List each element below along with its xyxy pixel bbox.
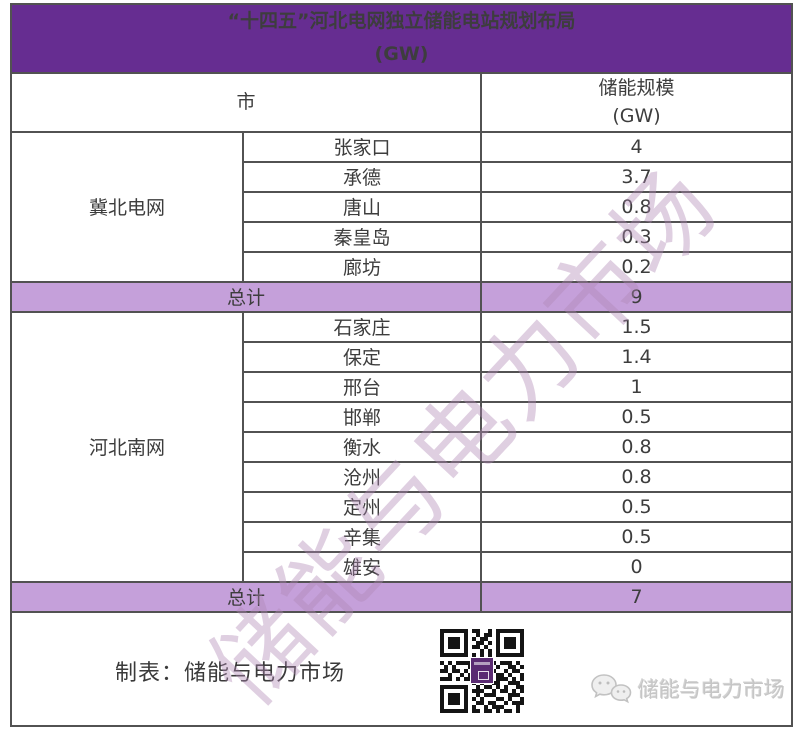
- city-cell: 邯郸: [242, 400, 482, 433]
- table-row: 唐山 0.8: [11, 190, 794, 223]
- table-title-line1: “十四五”河北电网独立储能电站规划布局: [227, 10, 576, 32]
- value-cell: 1.4: [479, 340, 794, 373]
- table-row: 秦皇岛 0.3: [11, 220, 794, 253]
- column-header-row: 市 储能规模 (GW): [10, 71, 794, 133]
- value-cell: 0.3: [479, 220, 794, 253]
- city-cell: 秦皇岛: [242, 220, 482, 253]
- table-row: 邯郸 0.5: [11, 400, 794, 433]
- column-header-scale-line2: (GW): [612, 105, 661, 127]
- table-row: 雄安 0: [11, 550, 794, 583]
- group-name-jibei: 冀北电网: [10, 130, 244, 283]
- value-cell: 0.2: [479, 250, 794, 283]
- footer-row: 制表：储能与电力市场: [9, 610, 794, 727]
- value-cell: 0: [479, 550, 794, 583]
- city-cell: 张家口: [242, 130, 482, 163]
- table-row: 辛集 0.5: [11, 520, 794, 553]
- table-row: 定州 0.5: [11, 490, 794, 523]
- wechat-bubbles-icon: [590, 673, 632, 705]
- qr-code: [436, 624, 528, 717]
- table-row: 河北南网 石家庄 1.5: [10, 310, 794, 583]
- city-cell: 沧州: [242, 460, 482, 493]
- total-value: 7: [479, 580, 794, 613]
- value-cell: 3.7: [479, 160, 794, 193]
- total-label: 总计: [10, 280, 482, 313]
- column-header-scale-line1: 储能规模: [598, 76, 675, 99]
- table-row: 衡水 0.8: [11, 430, 794, 463]
- table-title-cell: “十四五”河北电网独立储能电站规划布局 (GW): [9, 3, 794, 74]
- value-cell: 0.8: [479, 460, 794, 493]
- group-name-hebeinan: 河北南网: [10, 310, 244, 583]
- table-title-line2: (GW): [374, 43, 429, 66]
- value-cell: 0.5: [479, 400, 794, 433]
- table-row: 承德 3.7: [11, 160, 794, 193]
- city-cell: 辛集: [242, 520, 482, 553]
- city-cell: 衡水: [242, 430, 482, 463]
- city-cell: 承德: [242, 160, 482, 193]
- qr-code-modules: [440, 628, 524, 713]
- value-cell: 0.8: [479, 430, 794, 463]
- value-cell: 4: [479, 130, 794, 163]
- total-label: 总计: [10, 580, 482, 613]
- city-cell: 保定: [242, 340, 482, 373]
- value-cell: 0.5: [479, 490, 794, 523]
- total-value: 9: [479, 280, 794, 313]
- storage-planning-table: “十四五”河北电网独立储能电站规划布局 (GW) 市 储能规模 (GW) 冀北电…: [9, 3, 794, 727]
- city-cell: 邢台: [242, 370, 482, 403]
- table-row: 冀北电网 张家口 4: [10, 130, 794, 283]
- title-row: “十四五”河北电网独立储能电站规划布局 (GW): [9, 3, 794, 74]
- brand-text: 储能与电力市场: [638, 677, 786, 702]
- value-cell: 1: [479, 370, 794, 403]
- column-header-city: 市: [10, 71, 482, 133]
- table-row: 邢台 1: [11, 370, 794, 403]
- city-cell: 雄安: [242, 550, 482, 583]
- city-cell: 唐山: [242, 190, 482, 223]
- table-row: 沧州 0.8: [11, 460, 794, 493]
- city-cell: 廊坊: [242, 250, 482, 283]
- table-row: 廊坊 0.2: [11, 250, 794, 283]
- value-cell: 1.5: [479, 310, 794, 343]
- city-cell: 石家庄: [242, 310, 482, 343]
- brand-watermark: 储能与电力市场: [590, 673, 785, 705]
- city-cell: 定州: [242, 490, 482, 523]
- footer-cell: 制表：储能与电力市场: [9, 610, 794, 727]
- qr-center-logo: [470, 656, 494, 684]
- table-row: 保定 1.4: [11, 340, 794, 373]
- value-cell: 0.5: [479, 520, 794, 553]
- credit-text: 制表：储能与电力市场: [115, 660, 346, 686]
- total-row-hebeinan: 总计 7: [10, 580, 794, 613]
- column-header-scale: 储能规模 (GW): [479, 71, 794, 133]
- total-row-jibei: 总计 9: [10, 280, 794, 313]
- value-cell: 0.8: [479, 190, 794, 223]
